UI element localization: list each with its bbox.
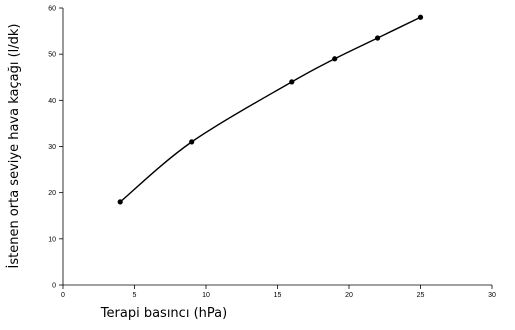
x-tick-label: 10 (202, 292, 210, 299)
x-tick-label: 5 (133, 292, 137, 299)
data-point (189, 139, 195, 145)
y-tick-label: 20 (48, 190, 56, 197)
series-line (119, 16, 421, 203)
data-point (289, 79, 295, 85)
y-axis-title: İstenen orta seviye hava kaçağı (l/dk) (6, 24, 22, 269)
x-axis-title: Terapi basıncı (hPa) (100, 306, 227, 321)
data-point (375, 35, 381, 41)
data-point (332, 56, 338, 62)
x-tick-label: 0 (61, 292, 65, 299)
x-tick-label: 15 (274, 292, 282, 299)
y-tick-label: 30 (48, 144, 56, 151)
y-tick-label: 50 (48, 52, 56, 59)
axes (62, 8, 492, 286)
y-tick-label: 0 (52, 283, 56, 290)
series (117, 14, 424, 205)
data-point (417, 14, 424, 20)
x-tick-label: 30 (488, 292, 496, 299)
ticks: 0 5 10 15 20 25 30 0 10 20 30 40 50 60 (48, 6, 496, 300)
y-tick-label: 60 (48, 6, 56, 13)
data-point (117, 199, 123, 205)
y-tick-label: 40 (48, 98, 56, 105)
y-tick-label: 10 (48, 236, 56, 243)
x-tick-label: 25 (417, 292, 425, 299)
x-tick-label: 20 (345, 292, 353, 299)
